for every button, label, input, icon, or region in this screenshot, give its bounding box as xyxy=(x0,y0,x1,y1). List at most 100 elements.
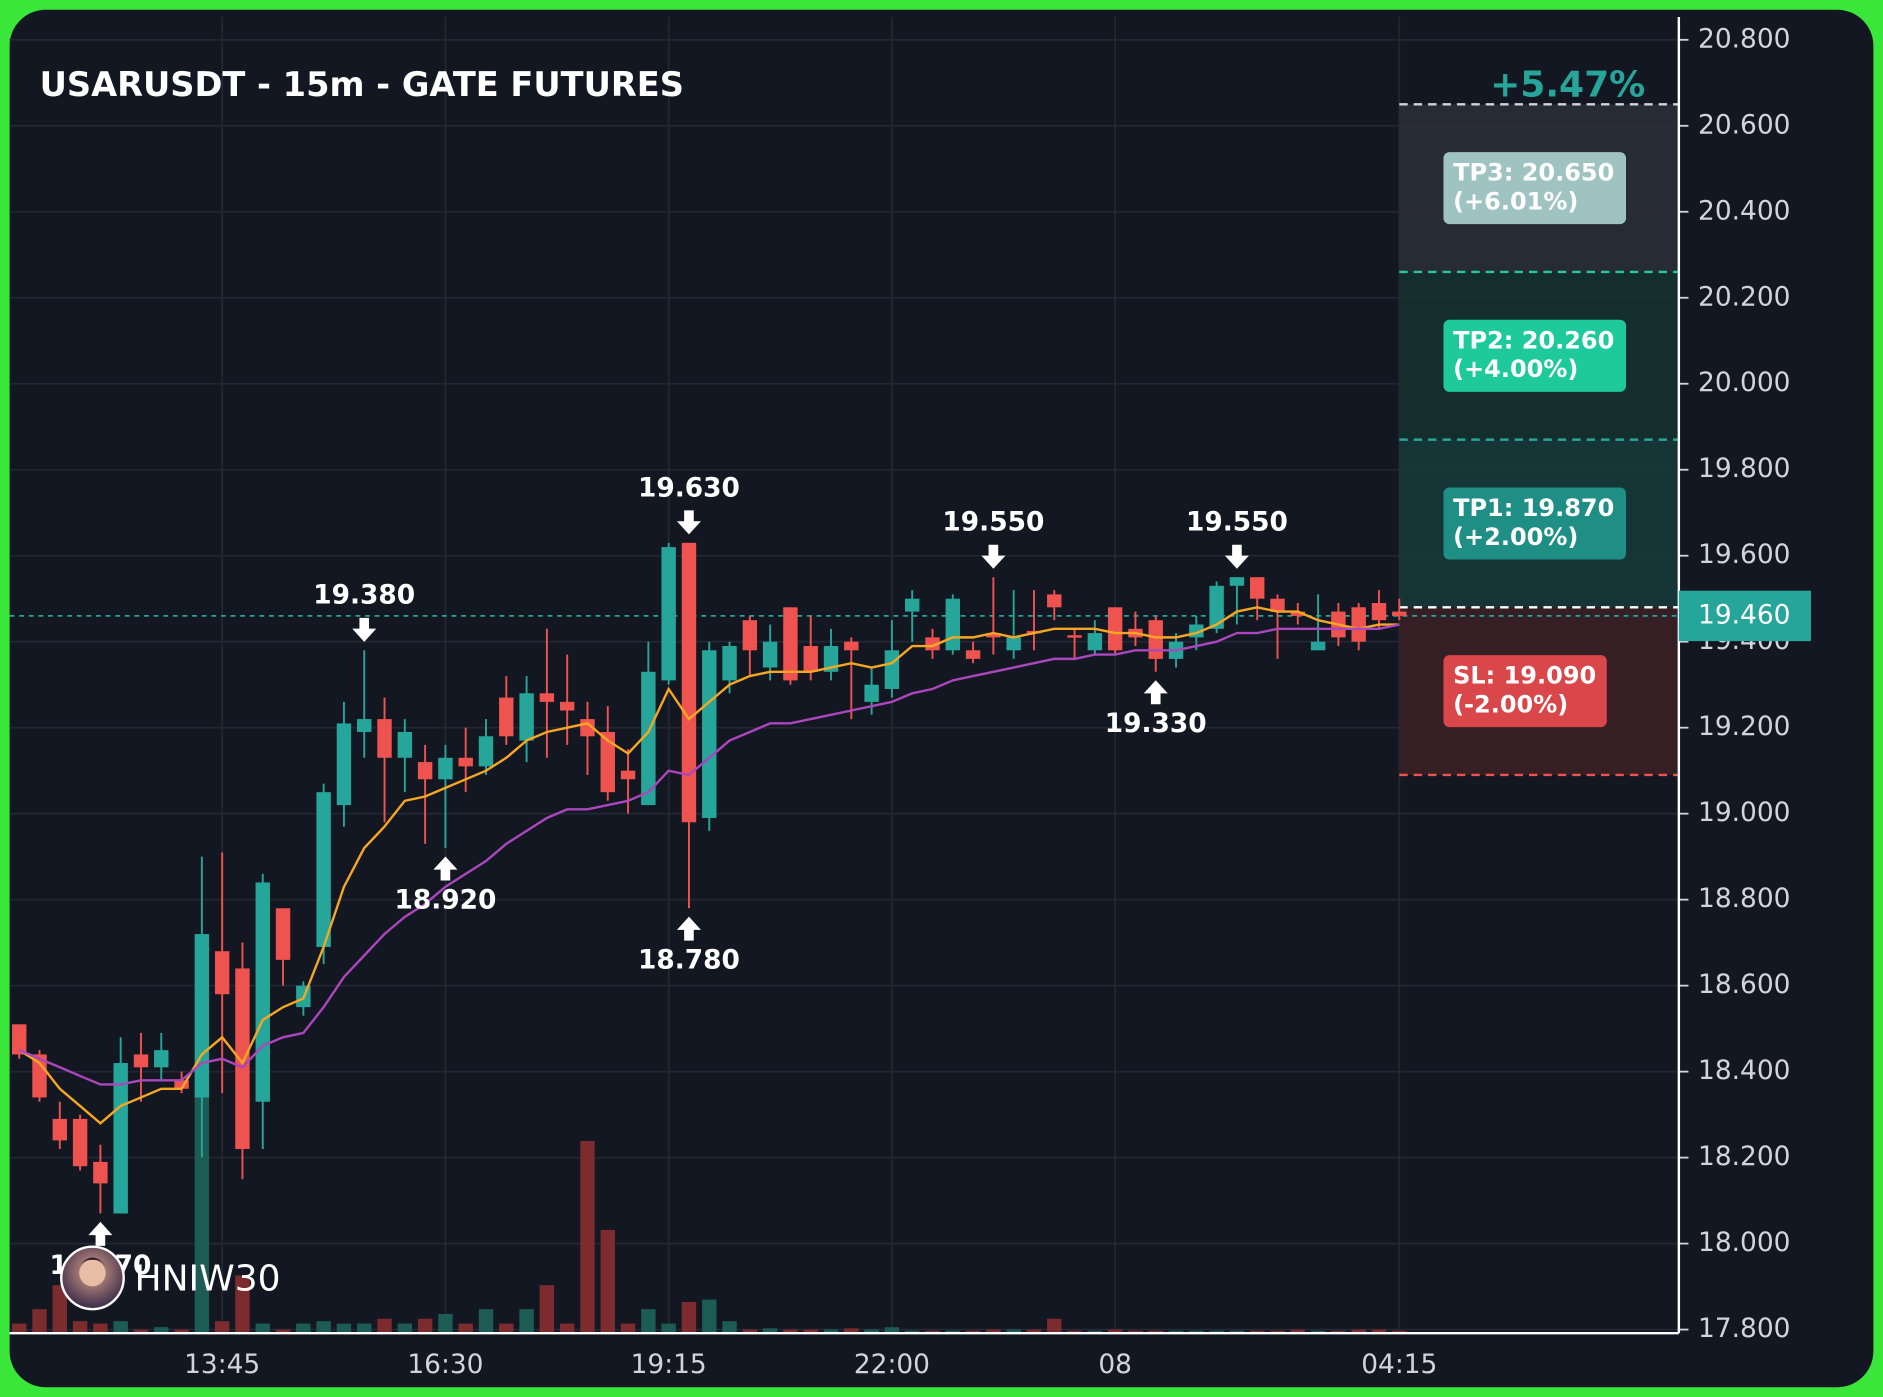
volume-bar xyxy=(72,1321,88,1334)
stop-change: (-2.00%) xyxy=(1453,691,1568,719)
candle-body xyxy=(742,620,758,651)
moving-average xyxy=(18,623,1400,1086)
candle-body xyxy=(1229,577,1245,586)
y-tick-label: 18.200 xyxy=(1698,1141,1790,1172)
y-tick-label: 19.200 xyxy=(1698,711,1790,742)
candle-body xyxy=(93,1161,108,1184)
volume-bar xyxy=(580,1141,595,1334)
price-annotation: 18.780 xyxy=(638,916,740,976)
target-change: (+6.01%) xyxy=(1453,188,1578,216)
candle-body xyxy=(275,908,291,960)
volume-bar xyxy=(214,1321,230,1334)
volume-bar xyxy=(762,1328,778,1334)
annotation-label: 18.920 xyxy=(394,884,496,915)
candle-body xyxy=(1310,641,1326,651)
volume-bar xyxy=(194,1095,210,1334)
candle-body xyxy=(864,684,879,702)
candle-body xyxy=(539,693,555,702)
candle-body xyxy=(1351,607,1366,642)
annotation-label: 19.550 xyxy=(942,507,1044,538)
volume-bar xyxy=(397,1323,413,1334)
candle-body xyxy=(1250,577,1265,599)
y-tick-label: 18.600 xyxy=(1698,969,1790,1000)
volume-bar xyxy=(336,1323,352,1334)
candle-body xyxy=(255,882,270,1102)
target-change: (+4.00%) xyxy=(1453,355,1578,383)
y-tick-label: 20.400 xyxy=(1698,195,1790,226)
y-tick-label: 17.800 xyxy=(1698,1313,1790,1344)
candle-body xyxy=(154,1050,169,1068)
target-box xyxy=(1443,152,1627,225)
candle-body xyxy=(397,731,413,758)
volume-bar xyxy=(235,1275,250,1334)
volume-bar xyxy=(275,1329,291,1334)
watermark-text: HNIW30 xyxy=(135,1258,281,1299)
volume-bar xyxy=(1351,1329,1366,1334)
candle-body xyxy=(803,645,818,672)
volume-bar xyxy=(600,1229,615,1334)
candle-body xyxy=(702,650,717,818)
candle-body xyxy=(336,723,352,806)
candle-body xyxy=(458,757,473,767)
candle-body xyxy=(844,641,859,651)
x-tick-label: 16:30 xyxy=(407,1349,483,1380)
price-annotation: 18.920 xyxy=(394,856,496,915)
volume-bar xyxy=(357,1323,372,1334)
candle-body xyxy=(783,607,798,681)
x-tick-label: 08 xyxy=(1098,1349,1132,1380)
candle-body xyxy=(904,598,920,612)
candle-body xyxy=(417,762,433,780)
candle-body xyxy=(1290,611,1306,616)
annotation-label: 18.780 xyxy=(638,945,740,976)
volume-bar xyxy=(113,1321,128,1334)
candle-body xyxy=(194,934,210,1098)
volume-bar xyxy=(93,1323,108,1334)
volume-bar xyxy=(986,1329,1001,1334)
volume-bar xyxy=(823,1329,839,1334)
target-label: TP1: 19.870 xyxy=(1453,494,1614,522)
y-tick-label: 18.400 xyxy=(1698,1055,1790,1086)
volume-bar xyxy=(316,1321,331,1334)
arrow-up xyxy=(88,1221,113,1246)
candle-body xyxy=(1047,594,1062,608)
volume-bar xyxy=(458,1323,473,1334)
candle-body xyxy=(1209,585,1224,629)
candle-body xyxy=(72,1118,88,1167)
total-change: +5.47% xyxy=(1490,65,1645,106)
volume-bar xyxy=(174,1329,189,1334)
candle-body xyxy=(1392,611,1407,616)
candle-body xyxy=(133,1054,149,1068)
candle-body xyxy=(986,633,1001,638)
candle-body xyxy=(438,757,453,780)
volume-bar xyxy=(377,1318,392,1334)
volume-bar xyxy=(32,1309,47,1334)
candle-body xyxy=(681,542,697,823)
volume-bar xyxy=(478,1309,494,1334)
target-box xyxy=(1443,319,1627,392)
volume-bar xyxy=(803,1329,818,1334)
volume-bar xyxy=(1026,1329,1042,1334)
volume-bar xyxy=(1371,1329,1387,1334)
target-box xyxy=(1443,487,1627,560)
volume-bar xyxy=(296,1323,311,1334)
arrow-down xyxy=(352,617,377,642)
arrow-up xyxy=(1143,680,1168,705)
price-annotation: 19.630 xyxy=(638,472,740,535)
price-annotation: 19.330 xyxy=(1105,680,1207,739)
volume-bar xyxy=(133,1329,149,1334)
candle-body xyxy=(1107,607,1123,651)
candle-body xyxy=(12,1024,27,1055)
volume-bar xyxy=(52,1285,68,1334)
price-annotation: 19.550 xyxy=(1186,507,1288,569)
volume-bar xyxy=(499,1323,514,1334)
x-tick-label: 04:15 xyxy=(1361,1349,1437,1380)
x-tick-label: 13:45 xyxy=(184,1349,260,1380)
y-tick-label: 19.800 xyxy=(1698,453,1790,484)
volume-bar xyxy=(559,1323,575,1334)
candle-body xyxy=(1371,603,1387,621)
volume-bar xyxy=(1006,1329,1021,1334)
moving-average xyxy=(18,606,1400,1125)
last-price-label: 19.460 xyxy=(1698,599,1790,630)
